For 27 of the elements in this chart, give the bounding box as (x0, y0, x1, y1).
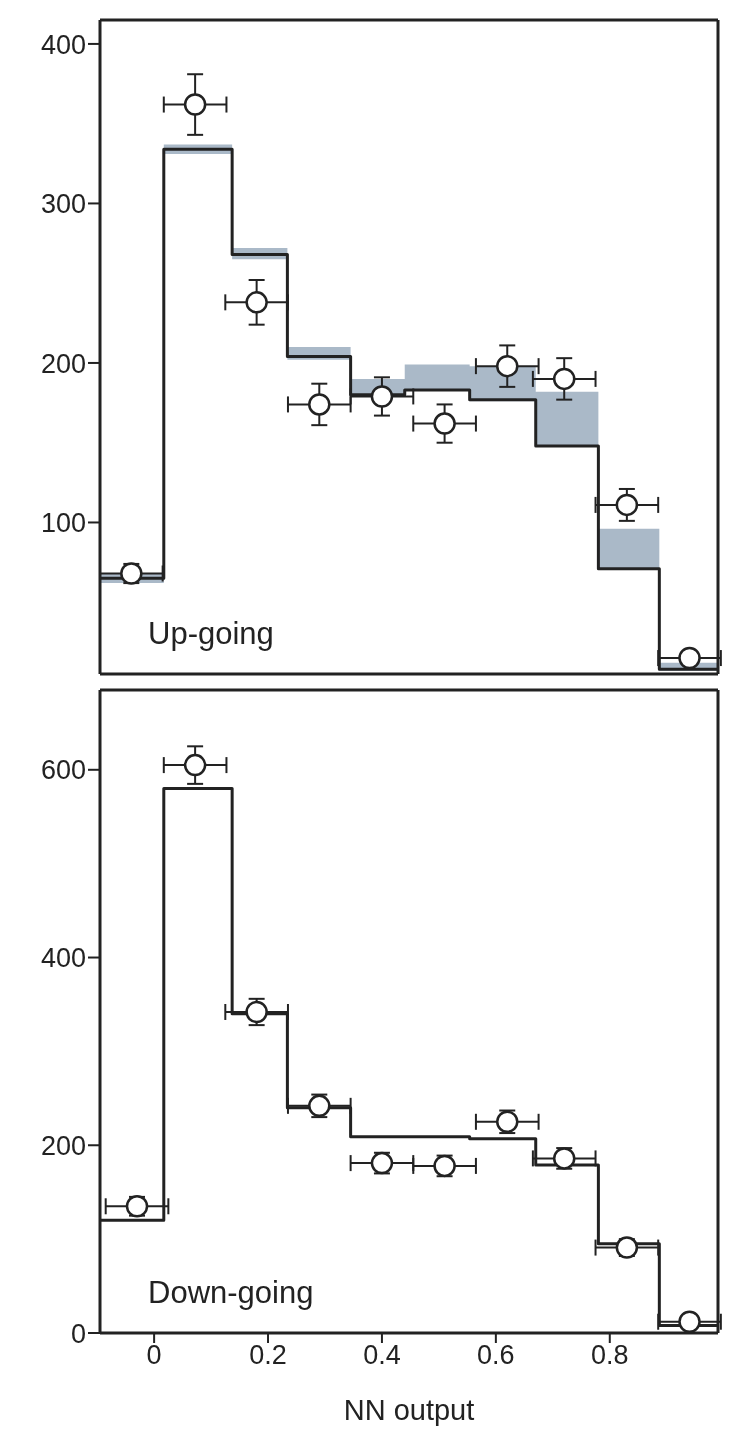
x-tick-label: 0.4 (363, 1340, 401, 1371)
point (496, 354, 519, 378)
annotation: Down-going (148, 1275, 314, 1311)
x-tick-label: 0.6 (477, 1340, 515, 1371)
point (678, 1310, 701, 1333)
x-tick-label: 0.2 (249, 1340, 287, 1371)
point (552, 367, 576, 391)
point (183, 93, 207, 116)
y-tick-label: 600 (40, 755, 86, 786)
y-tick-label: 400 (40, 29, 86, 60)
y-tick-label: 0 (70, 1318, 86, 1349)
point (370, 385, 394, 408)
point (245, 291, 268, 314)
x-axis-title: NN output (343, 1394, 475, 1426)
y-tick-label: 200 (40, 348, 86, 379)
annotation: Up-going (148, 616, 274, 652)
y-tick-label: 400 (40, 943, 86, 974)
y-tick-label: 100 (40, 508, 86, 539)
x-tick-label: 0 (146, 1340, 162, 1371)
x-tick-label: 0.8 (591, 1340, 629, 1371)
point (433, 412, 456, 435)
point (183, 753, 207, 777)
y-tick-label: 200 (40, 1130, 86, 1161)
point (615, 493, 639, 517)
y-tick-label: 300 (40, 189, 86, 220)
point (308, 393, 331, 416)
point (678, 646, 701, 670)
